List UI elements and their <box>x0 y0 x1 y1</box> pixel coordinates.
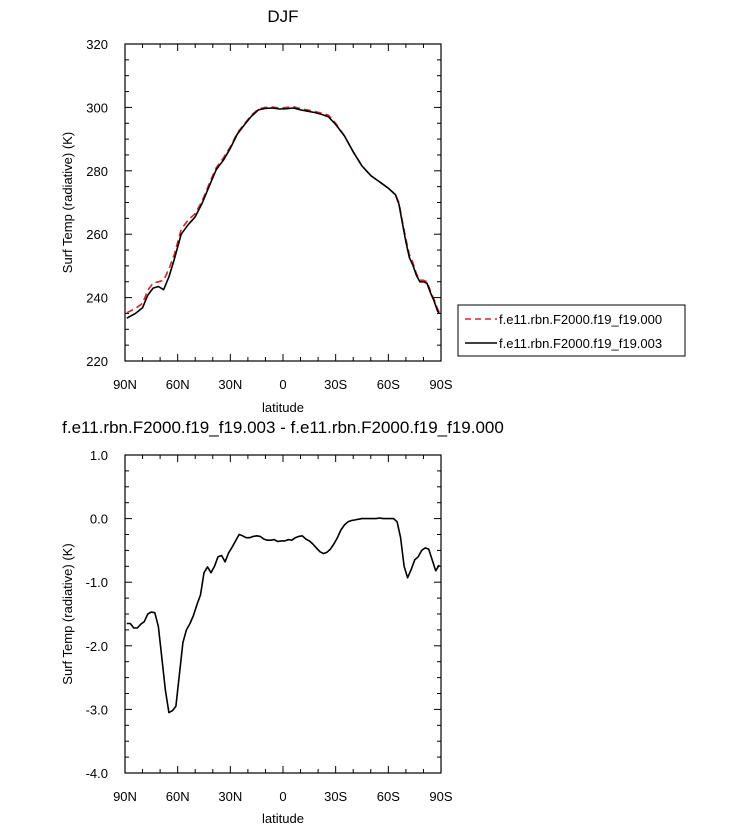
x-tick-label: 90N <box>113 377 137 392</box>
x-tick-label: 30S <box>324 377 347 392</box>
legend: f.e11.rbn.F2000.f19_f19.000 f.e11.rbn.F20… <box>457 304 686 357</box>
y-tick-label: 280 <box>86 164 108 179</box>
plot-frame <box>124 43 442 362</box>
series-line-0 <box>126 517 440 714</box>
chart-title: DJF <box>267 7 298 26</box>
x-tick-label: 60N <box>166 377 190 392</box>
y-tick-label: -3.0 <box>86 702 108 717</box>
y-tick-label: 300 <box>86 100 108 115</box>
x-tick-label: 90S <box>429 377 452 392</box>
x-axis-label: latitude <box>262 400 304 415</box>
x-tick-label: 30N <box>218 789 242 804</box>
plot-frame <box>124 454 442 774</box>
x-axis-label: latitude <box>262 811 304 826</box>
chart-title: f.e11.rbn.F2000.f19_f19.003 - f.e11.rbn.… <box>62 418 504 437</box>
y-tick-label: -1.0 <box>86 575 108 590</box>
x-tick-label: 0 <box>279 377 286 392</box>
x-tick-label: 90S <box>429 789 452 804</box>
y-tick-label: -2.0 <box>86 639 108 654</box>
y-tick-label: 1.0 <box>90 448 108 463</box>
x-tick-label: 90N <box>113 789 137 804</box>
y-tick-label: 0.0 <box>90 512 108 527</box>
y-tick-label: -4.0 <box>86 766 108 781</box>
x-tick-label: 60S <box>377 789 400 804</box>
x-tick-label: 60N <box>166 789 190 804</box>
y-tick-label: 240 <box>86 291 108 306</box>
legend-label: f.e11.rbn.F2000.f19_f19.000 <box>499 312 662 327</box>
y-axis-label: Surf Temp (radiative) (K) <box>60 543 75 684</box>
y-tick-label: 320 <box>86 37 108 52</box>
y-axis-label: Surf Temp (radiative) (K) <box>60 132 75 273</box>
x-tick-label: 60S <box>377 377 400 392</box>
temperature-panel: DJF 90N 60N 30N 0 30S 60S 90S 220 240 260 280 300 320… <box>60 7 686 415</box>
x-tick-label: 30S <box>324 789 347 804</box>
legend-box <box>457 304 686 357</box>
series-line-1 <box>126 107 440 319</box>
legend-label: f.e11.rbn.F2000.f19_f19.003 <box>499 336 662 351</box>
difference-panel: f.e11.rbn.F2000.f19_f19.003 - f.e11.rbn.… <box>60 418 504 826</box>
series-line-0 <box>126 106 440 314</box>
x-tick-label: 30N <box>218 377 242 392</box>
x-tick-label: 0 <box>279 789 286 804</box>
y-tick-label: 260 <box>86 227 108 242</box>
y-tick-label: 220 <box>86 354 108 369</box>
